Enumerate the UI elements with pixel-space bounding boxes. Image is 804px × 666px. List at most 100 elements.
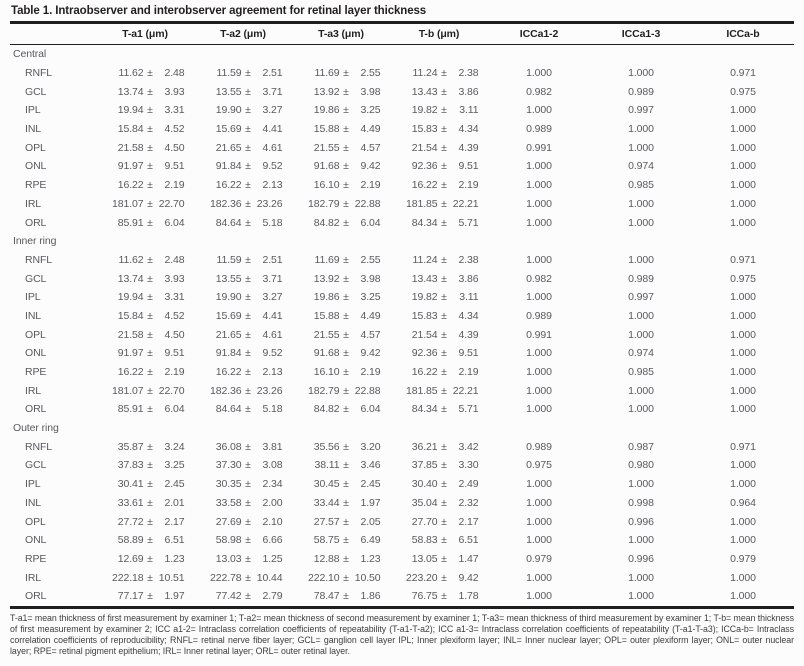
mean-value: 77.42	[215, 590, 242, 603]
measurement-value: 16.22 ±2.13	[204, 179, 283, 191]
sd-value: 9.42	[360, 347, 381, 360]
table-row: IPL 19.94 ±3.31 19.90 ±3.27 19.86 ±3.25 19.82 ±3…	[10, 101, 794, 120]
measurement-cell: 91.68 ±9.42	[292, 157, 390, 176]
mean-value: 35.04	[411, 496, 438, 509]
measurement-value: 92.36 ±9.51	[400, 347, 479, 359]
measurement-value: 84.34 ±5.71	[400, 403, 479, 415]
plus-minus-sign: ±	[441, 496, 447, 509]
measurement-cell: 21.58 ±4.50	[96, 325, 194, 344]
plus-minus-sign: ±	[343, 552, 349, 565]
layer-label: OPL	[25, 141, 46, 154]
measurement-value: 182.36 ±23.26	[204, 385, 283, 397]
measurement-value: 222.10 ±10.50	[302, 572, 381, 584]
layer-label: ONL	[25, 534, 47, 547]
plus-minus-sign: ±	[343, 459, 349, 472]
icc-value: 1.000	[730, 179, 756, 192]
measurement-value: 91.84 ±9.52	[204, 160, 283, 172]
plus-minus-sign: ±	[441, 459, 447, 472]
sd-value: 4.41	[262, 123, 283, 136]
sd-value: 9.51	[164, 347, 185, 360]
measurement-value: 15.83 ±4.34	[400, 123, 479, 135]
sd-value: 5.18	[262, 403, 283, 416]
plus-minus-sign: ±	[441, 67, 447, 80]
sd-value: 3.24	[164, 440, 185, 453]
plus-minus-sign: ±	[343, 197, 349, 210]
mean-value: 182.79	[307, 197, 340, 210]
mean-value: 85.91	[117, 403, 144, 416]
mean-value: 91.68	[313, 347, 340, 360]
mean-value: 15.84	[117, 309, 144, 322]
sd-value: 6.04	[360, 216, 381, 229]
column-header-icca1-3: ICCa1-3	[621, 28, 661, 40]
sd-value: 3.81	[262, 440, 283, 453]
measurement-cell: 15.83 ±4.34	[390, 120, 488, 139]
plus-minus-sign: ±	[245, 366, 251, 379]
icc-value: 1.000	[730, 141, 756, 154]
measurement-value: 15.69 ±4.41	[204, 123, 283, 135]
plus-minus-sign: ±	[245, 571, 251, 584]
measurement-cell: 84.82 ±6.04	[292, 400, 390, 419]
sd-value: 3.86	[458, 85, 479, 98]
measurement-cell: 181.85 ±22.21	[390, 195, 488, 214]
measurement-value: 35.56 ±3.20	[302, 441, 381, 453]
icc-value: 1.000	[526, 291, 552, 304]
icc-value: 1.000	[628, 216, 654, 229]
mean-value: 84.34	[411, 403, 438, 416]
layer-label: IRL	[25, 384, 42, 397]
measurement-value: 19.94 ±3.31	[106, 291, 185, 303]
table-row: GCL 37.83 ±3.25 37.30 ±3.08 38.11 ±3.46 37.85 ±3…	[10, 456, 794, 475]
section-label: Inner ring	[13, 235, 57, 248]
sd-value: 2.10	[262, 515, 283, 528]
plus-minus-sign: ±	[441, 384, 447, 397]
measurement-cell: 37.85 ±3.30	[390, 456, 488, 475]
measurement-value: 77.42 ±2.79	[204, 590, 283, 602]
sd-value: 10.50	[354, 571, 381, 584]
measurement-cell: 13.74 ±3.93	[96, 269, 194, 288]
sd-value: 4.49	[360, 123, 381, 136]
measurement-value: 182.79 ±22.88	[302, 385, 381, 397]
plus-minus-sign: ±	[245, 590, 251, 603]
measurement-cell: 182.79 ±22.88	[292, 195, 390, 214]
plus-minus-sign: ±	[343, 67, 349, 80]
measurement-value: 84.34 ±5.71	[400, 217, 479, 229]
measurement-value: 11.59 ±2.51	[204, 67, 283, 79]
sd-value: 1.23	[360, 552, 381, 565]
sd-value: 4.39	[458, 141, 479, 154]
mean-value: 30.41	[117, 478, 144, 491]
measurement-cell: 77.17 ±1.97	[96, 587, 194, 607]
mean-value: 11.69	[314, 253, 340, 266]
table-row: INL 15.84 ±4.52 15.69 ±4.41 15.88 ±4.49 15.83 ±4…	[10, 120, 794, 139]
measurement-value: 11.62 ±2.48	[106, 67, 185, 79]
sd-value: 9.51	[458, 347, 479, 360]
sd-value: 5.71	[458, 216, 479, 229]
mean-value: 15.84	[117, 123, 144, 136]
mean-value: 16.22	[411, 179, 438, 192]
table-row: IPL 30.41 ±2.45 30.35 ±2.34 30.45 ±2.45 30.40 ±2…	[10, 475, 794, 494]
sd-value: 9.52	[262, 160, 283, 173]
plus-minus-sign: ±	[147, 253, 153, 266]
plus-minus-sign: ±	[147, 291, 153, 304]
measurement-value: 13.92 ±3.98	[302, 273, 381, 285]
icc-value: 0.985	[628, 179, 654, 192]
measurement-cell: 58.83 ±6.51	[390, 531, 488, 550]
plus-minus-sign: ±	[147, 141, 153, 154]
plus-minus-sign: ±	[343, 366, 349, 379]
sd-value: 2.45	[360, 478, 381, 491]
mean-value: 181.85	[405, 384, 438, 397]
mean-value: 21.65	[215, 141, 242, 154]
measurement-value: 11.59 ±2.51	[204, 254, 283, 266]
icc-value: 1.000	[628, 571, 654, 584]
plus-minus-sign: ±	[343, 272, 349, 285]
plus-minus-sign: ±	[245, 328, 251, 341]
table-row: RPE 16.22 ±2.19 16.22 ±2.13 16.10 ±2.19 16.22 ±2…	[10, 363, 794, 382]
measurement-value: 30.40 ±2.49	[400, 478, 479, 490]
mean-value: 16.22	[411, 366, 438, 379]
mean-value: 13.43	[411, 85, 438, 98]
measurement-cell: 91.97 ±9.51	[96, 157, 194, 176]
plus-minus-sign: ±	[441, 141, 447, 154]
mean-value: 19.86	[313, 104, 340, 117]
icc-value: 1.000	[526, 403, 552, 416]
icc-value: 1.000	[628, 253, 654, 266]
layer-label: GCL	[25, 85, 47, 98]
icc-value: 0.980	[628, 459, 654, 472]
